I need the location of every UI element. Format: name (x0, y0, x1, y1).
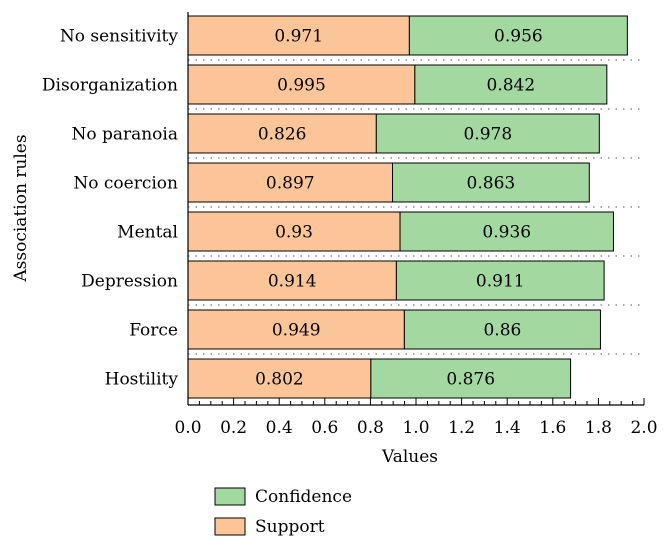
bar-support (187, 162, 394, 203)
category-label: Disorganization (42, 76, 178, 96)
bar-confidence (370, 358, 572, 399)
category-labels: No sensitivity Disorganization No paranoia… (42, 27, 179, 390)
x-tick-label: 0.2 (220, 418, 247, 438)
data-label: 0.949 (272, 321, 321, 341)
category-label: Force (129, 321, 178, 341)
legend-label-support: Support (255, 517, 325, 537)
category-label: Mental (117, 223, 178, 243)
y-axis-title: Association rules (11, 134, 31, 282)
bar-support (187, 15, 410, 56)
data-label: 0.876 (446, 370, 495, 390)
x-tick-label: 1.4 (494, 418, 521, 438)
data-label: 0.995 (277, 76, 326, 96)
bar-support (187, 211, 401, 252)
data-label: 0.971 (274, 27, 323, 47)
data-label: 0.911 (476, 272, 525, 292)
x-axis: 0.0 0.2 0.4 0.6 0.8 1.0 1.2 1.4 1.6 1.8 2.0 (174, 12, 658, 438)
bar-confidence (408, 15, 628, 56)
data-label: 0.802 (255, 370, 304, 390)
category-label: Hostility (105, 370, 179, 390)
bar-confidence (392, 162, 590, 203)
data-label: 0.897 (266, 174, 315, 194)
category-label: Depression (81, 272, 178, 292)
data-label: 0.842 (487, 76, 536, 96)
data-label: 0.826 (258, 125, 307, 145)
legend-swatch-confidence (214, 487, 246, 506)
bars: 0.971 0.956 0.995 0.842 0.826 0.978 0.897 0.863… (187, 15, 628, 399)
data-label: 0.86 (483, 321, 521, 341)
bar-support (187, 358, 372, 399)
data-label: 0.863 (467, 174, 516, 194)
grid-lines (188, 59, 640, 355)
bar-confidence (395, 260, 605, 301)
data-label: 0.936 (482, 223, 531, 243)
legend-swatch-support (214, 517, 246, 536)
bar-support (187, 113, 377, 154)
x-tick-label: 0.0 (174, 418, 201, 438)
category-label: No sensitivity (60, 27, 179, 47)
bar-confidence (375, 113, 600, 154)
x-tick-label: 1.0 (402, 418, 429, 438)
x-tick-label: 2.0 (630, 418, 657, 438)
data-label: 0.978 (463, 125, 512, 145)
bar-confidence (399, 211, 614, 252)
legend-label-confidence: Confidence (255, 487, 352, 507)
data-label: 0.914 (268, 272, 317, 292)
x-tick-label: 1.2 (448, 418, 475, 438)
bar-support (187, 64, 416, 105)
data-label: 0.93 (275, 223, 313, 243)
bar-confidence (414, 64, 608, 105)
x-tick-label: 0.4 (266, 418, 293, 438)
x-axis-title: Values (381, 447, 438, 467)
category-label: No paranoia (71, 125, 178, 145)
x-tick-label: 1.6 (539, 418, 566, 438)
x-tick-label: 0.8 (357, 418, 384, 438)
x-tick-label: 1.8 (585, 418, 612, 438)
bar-support (187, 260, 397, 301)
data-label: 0.956 (494, 27, 543, 47)
legend: Confidence Support (214, 487, 352, 537)
bar-confidence (403, 309, 601, 350)
category-label: No coercion (73, 174, 178, 194)
x-tick-label: 0.6 (311, 418, 338, 438)
